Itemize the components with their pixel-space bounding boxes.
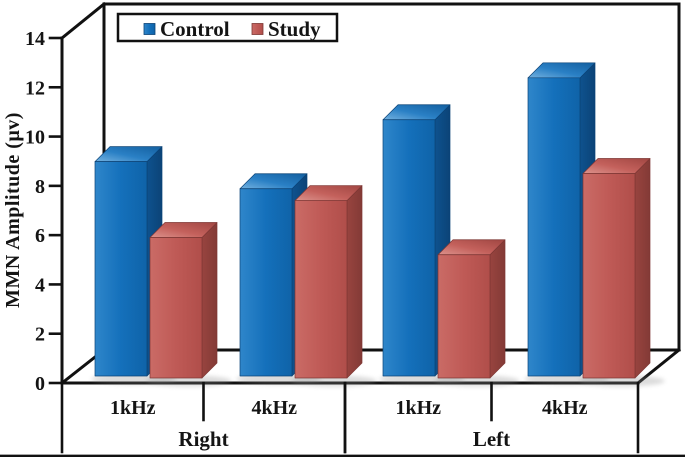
bar-front-face (294, 200, 348, 379)
bar-side-face (201, 222, 218, 379)
y-tick-label: 14 (25, 28, 45, 50)
y-axis-title: MMN Amplitude (μv) (2, 112, 24, 308)
y-axis: 0 2 4 6 8 10 12 14 (25, 28, 64, 395)
bar-front-face (239, 188, 293, 377)
bar-side-face (346, 185, 363, 379)
category-label: 1kHz (110, 397, 156, 419)
y-tick-label: 0 (35, 373, 45, 395)
control-legend-key-icon (143, 23, 156, 35)
y-tick-label: 2 (35, 324, 45, 346)
bar-front-face (94, 161, 148, 377)
y-tick-label: 10 (25, 127, 45, 149)
category-label: 1kHz (395, 397, 441, 419)
legend: Control Study (116, 12, 339, 43)
category-label: 4kHz (542, 397, 588, 419)
bar-control-left-4khz (524, 62, 610, 385)
bar-side-face (489, 239, 506, 379)
bar-study-left-4khz (579, 158, 665, 387)
bar-front-face (382, 119, 436, 377)
bar-front-face (149, 237, 203, 379)
bar-study-right-1khz (146, 222, 232, 387)
bars-layer (91, 62, 665, 387)
bar-control-left-1khz (379, 104, 465, 385)
group-label: Left (473, 427, 510, 451)
x-axis: 1kHz 4kHz Right 1kHz 4kHz Left (60, 381, 640, 454)
bar-front-face (582, 173, 636, 379)
y-tick-label: 4 (35, 274, 45, 296)
group-label: Right (178, 427, 228, 451)
frame-topleft-diagonal (59, 1, 107, 41)
bar-front-face (437, 254, 491, 379)
bar-side-face (634, 158, 651, 379)
legend-item-label: Control (160, 17, 230, 41)
y-tick-label: 8 (35, 176, 45, 198)
study-legend-key-icon (251, 23, 264, 35)
y-tick-label: 12 (25, 77, 45, 99)
bar-study-left-1khz (434, 239, 520, 387)
legend-item-label: Study (268, 17, 321, 41)
bar-study-right-4khz (291, 185, 377, 387)
category-label: 4kHz (251, 397, 297, 419)
bar-front-face (527, 77, 581, 377)
y-tick-label: 6 (35, 225, 45, 247)
